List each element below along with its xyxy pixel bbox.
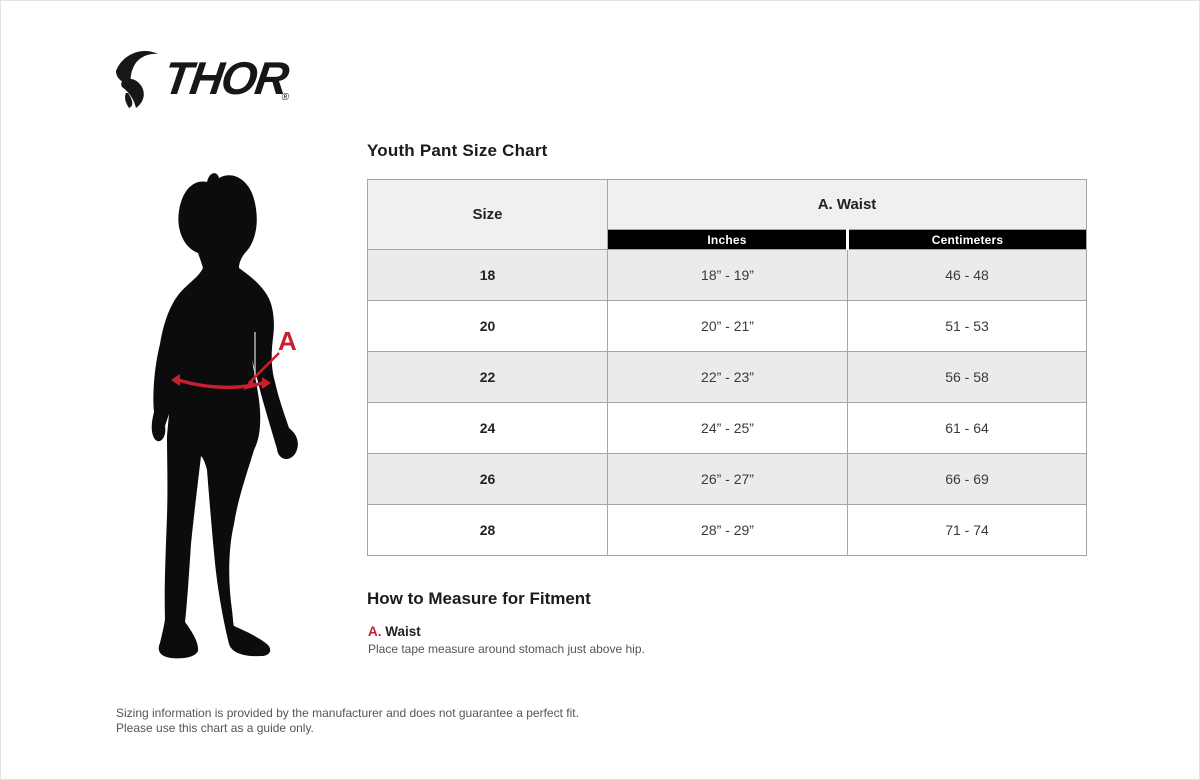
size-value: 18 (367, 249, 608, 301)
size-value: 22 (367, 351, 608, 403)
size-chart-title: Youth Pant Size Chart (367, 141, 548, 160)
child-silhouette (151, 173, 298, 659)
measure-item-key: A. (368, 624, 382, 639)
waist-measure-line (176, 378, 266, 390)
size-value: 28 (367, 504, 608, 556)
table-row: 22 22” - 23” 56 - 58 (367, 351, 1087, 403)
waist-arrow-right (262, 377, 271, 389)
table-row: 28 28” - 29” 71 - 74 (367, 504, 1087, 556)
centimeters-value: 61 - 64 (847, 402, 1087, 454)
measure-item-name: Waist (385, 624, 421, 639)
measure-item-waist: A. Waist Place tape measure around stoma… (368, 624, 645, 656)
table-row: 26 26” - 27” 66 - 69 (367, 453, 1087, 505)
disclaimer-line: Sizing information is provided by the ma… (116, 706, 579, 720)
centimeters-value: 71 - 74 (847, 504, 1087, 556)
centimeters-value: 51 - 53 (847, 300, 1087, 352)
logo-wordmark: THOR (161, 52, 293, 104)
sizing-disclaimer: Sizing information is provided by the ma… (116, 706, 579, 735)
size-table: Size A. Waist Inches Centimeters 18 18” … (367, 179, 1087, 556)
ram-head-icon (116, 51, 158, 108)
table-row: 20 20” - 21” 51 - 53 (367, 300, 1087, 352)
table-row: 18 18” - 19” 46 - 48 (367, 249, 1087, 301)
table-row: 24 24” - 25” 61 - 64 (367, 402, 1087, 454)
inches-value: 20” - 21” (607, 300, 848, 352)
thor-logo: THOR ® (116, 51, 293, 108)
waist-arrow-left (171, 374, 180, 386)
centimeters-value: 56 - 58 (847, 351, 1087, 403)
measure-item-description: Place tape measure around stomach just a… (368, 642, 645, 656)
inches-value: 22” - 23” (607, 351, 848, 403)
centimeters-value: 46 - 48 (847, 249, 1087, 301)
table-header-row: Size A. Waist (367, 179, 1087, 250)
size-table-container: Size A. Waist Inches Centimeters 18 18” … (367, 179, 1087, 556)
marker-pointer-line (248, 352, 280, 384)
measure-section-title: How to Measure for Fitment (367, 589, 591, 608)
column-header-centimeters: Centimeters (846, 229, 1087, 250)
size-value: 24 (367, 402, 608, 454)
inches-value: 26” - 27” (607, 453, 848, 505)
measure-item-heading: A. Waist (368, 624, 645, 639)
marker-pointer-head (243, 378, 255, 390)
centimeters-value: 66 - 69 (847, 453, 1087, 505)
size-value: 26 (367, 453, 608, 505)
disclaimer-line: Please use this chart as a guide only. (116, 720, 314, 735)
registered-trademark: ® (281, 92, 290, 103)
table-units-row: Inches Centimeters (368, 229, 1087, 250)
size-value: 20 (367, 300, 608, 352)
inches-value: 18” - 19” (607, 249, 848, 301)
waist-marker-label: A (278, 326, 297, 356)
column-header-waist: A. Waist (607, 179, 1087, 230)
measurement-figure: A (151, 173, 298, 659)
inches-value: 24” - 25” (607, 402, 848, 454)
inches-value: 28” - 29” (607, 504, 848, 556)
column-header-size: Size (367, 179, 608, 250)
column-header-inches: Inches (607, 229, 849, 250)
